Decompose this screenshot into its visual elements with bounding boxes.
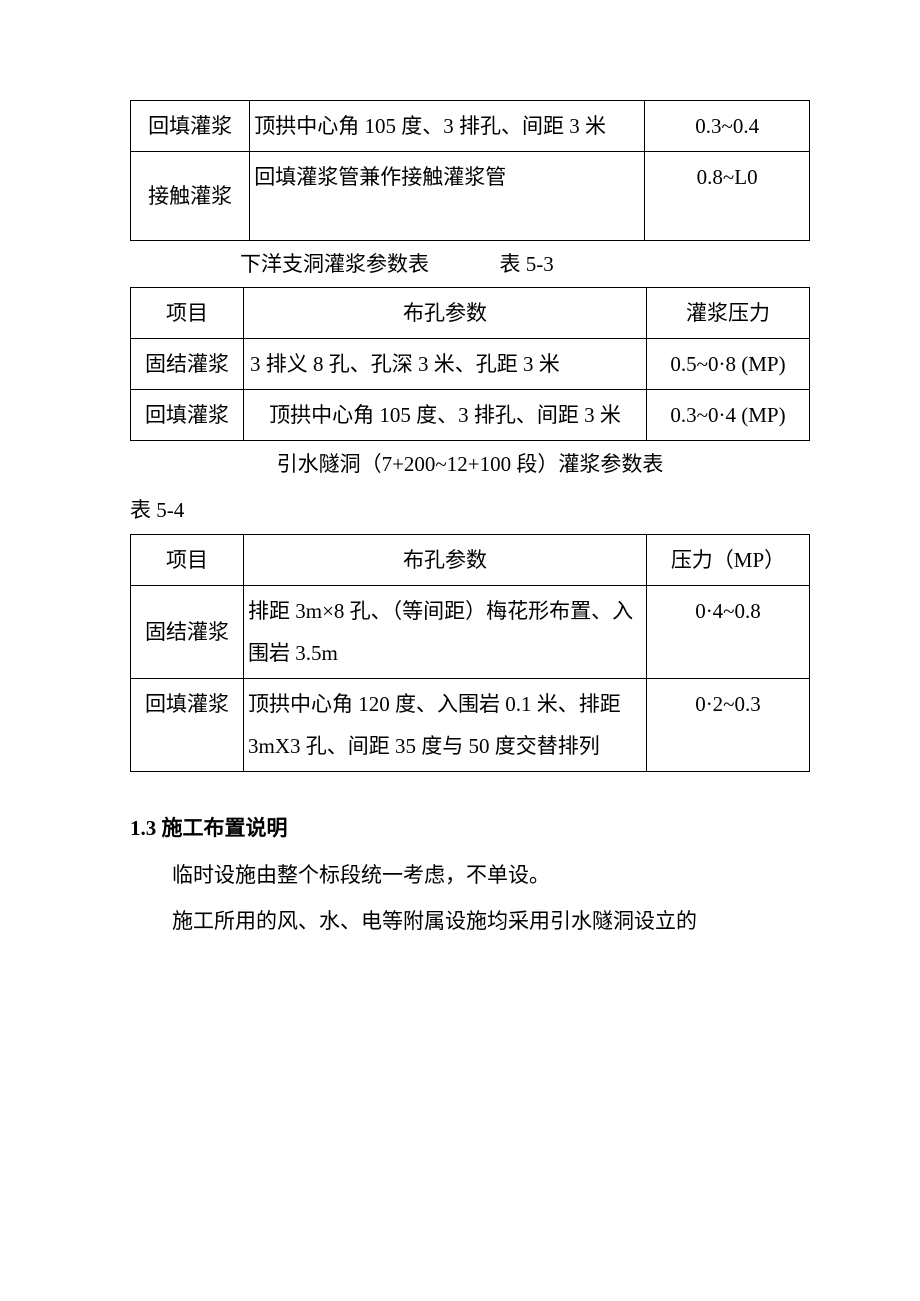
t1-r1-c1: 回填灌浆管兼作接触灌浆管 (250, 152, 645, 241)
paragraph-2: 施工所用的风、水、电等附属设施均采用引水隧洞设立的 (130, 898, 810, 944)
table-row: 固结灌浆 排距 3m×8 孔、（等间距）梅花形布置、入围岩 3.5m 0·4~0… (131, 585, 810, 678)
t3-h-c1: 布孔参数 (244, 534, 647, 585)
t3-r1-c1: 顶拱中心角 120 度、入围岩 0.1 米、排距 3mX3 孔、间距 35 度与… (244, 678, 647, 771)
t1-r0-c2: 0.3~0.4 (645, 101, 810, 152)
t2-r1-c2: 0.3~0·4 (MP) (647, 390, 810, 441)
t3-r1-c2: 0·2~0.3 (647, 678, 810, 771)
table-row: 固结灌浆 3 排义 8 孔、孔深 3 米、孔距 3 米 0.5~0·8 (MP) (131, 339, 810, 390)
t1-r0-c1: 顶拱中心角 105 度、3 排孔、间距 3 米 (250, 101, 645, 152)
table-header-row: 项目 布孔参数 压力（MP） (131, 534, 810, 585)
t1-r1-c0: 接触灌浆 (131, 152, 250, 241)
t2-r0-c0: 固结灌浆 (131, 339, 244, 390)
section-num: 1.3 (130, 816, 156, 840)
table-3-label: 表 5-4 (130, 487, 810, 533)
t2-r0-c1: 3 排义 8 孔、孔深 3 米、孔距 3 米 (244, 339, 647, 390)
t2-r0-c2: 0.5~0·8 (MP) (647, 339, 810, 390)
section-heading: 1.3 施工布置说明 (130, 812, 810, 842)
caption-2: 引水隧洞（7+200~12+100 段）灌浆参数表 (130, 441, 810, 487)
t1-r1-c2: 0.8~L0 (645, 152, 810, 241)
t3-r1-c0: 回填灌浆 (131, 678, 244, 771)
caption-2-title: 引水隧洞（7+200~12+100 段）灌浆参数表 (277, 452, 664, 476)
t3-h-c2: 压力（MP） (647, 534, 810, 585)
caption-1-label: 表 5-3 (500, 252, 554, 276)
t2-h-c0: 项目 (131, 288, 244, 339)
table-row: 接触灌浆 回填灌浆管兼作接触灌浆管 0.8~L0 (131, 152, 810, 241)
paragraph-1: 临时设施由整个标段统一考虑，不单设。 (130, 852, 810, 898)
table-header-row: 项目 布孔参数 灌浆压力 (131, 288, 810, 339)
t2-h-c2: 灌浆压力 (647, 288, 810, 339)
t3-r0-c1: 排距 3m×8 孔、（等间距）梅花形布置、入围岩 3.5m (244, 585, 647, 678)
table-3: 项目 布孔参数 压力（MP） 固结灌浆 排距 3m×8 孔、（等间距）梅花形布置… (130, 534, 810, 772)
table-1: 回填灌浆 顶拱中心角 105 度、3 排孔、间距 3 米 0.3~0.4 接触灌… (130, 100, 810, 241)
t2-r1-c0: 回填灌浆 (131, 390, 244, 441)
t1-r0-c0: 回填灌浆 (131, 101, 250, 152)
caption-1-title: 下洋支洞灌浆参数表 (240, 252, 429, 276)
t2-h-c1: 布孔参数 (244, 288, 647, 339)
table-row: 回填灌浆 顶拱中心角 105 度、3 排孔、间距 3 米 0.3~0.4 (131, 101, 810, 152)
table-row: 回填灌浆 顶拱中心角 105 度、3 排孔、间距 3 米 0.3~0·4 (MP… (131, 390, 810, 441)
t3-r0-c0: 固结灌浆 (131, 585, 244, 678)
t2-r1-c1: 顶拱中心角 105 度、3 排孔、间距 3 米 (244, 390, 647, 441)
page: 回填灌浆 顶拱中心角 105 度、3 排孔、间距 3 米 0.3~0.4 接触灌… (0, 0, 920, 1004)
table-row: 回填灌浆 顶拱中心角 120 度、入围岩 0.1 米、排距 3mX3 孔、间距 … (131, 678, 810, 771)
t3-r0-c2: 0·4~0.8 (647, 585, 810, 678)
t3-h-c0: 项目 (131, 534, 244, 585)
table-2: 项目 布孔参数 灌浆压力 固结灌浆 3 排义 8 孔、孔深 3 米、孔距 3 米… (130, 287, 810, 441)
section-title: 施工布置说明 (162, 816, 288, 840)
caption-1: 下洋支洞灌浆参数表 表 5-3 (130, 241, 810, 287)
